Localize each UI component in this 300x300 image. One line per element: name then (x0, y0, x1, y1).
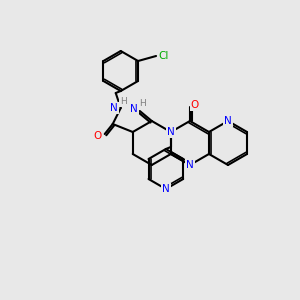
Text: N: N (167, 127, 175, 137)
Text: N: N (130, 104, 138, 114)
Text: H: H (120, 98, 127, 106)
Text: O: O (191, 100, 199, 110)
Text: N: N (162, 184, 170, 194)
Text: N: N (224, 116, 232, 126)
Text: H: H (140, 100, 146, 109)
Text: Cl: Cl (159, 51, 169, 61)
Text: N: N (110, 103, 118, 113)
Text: N: N (186, 160, 194, 170)
Text: O: O (94, 131, 102, 141)
